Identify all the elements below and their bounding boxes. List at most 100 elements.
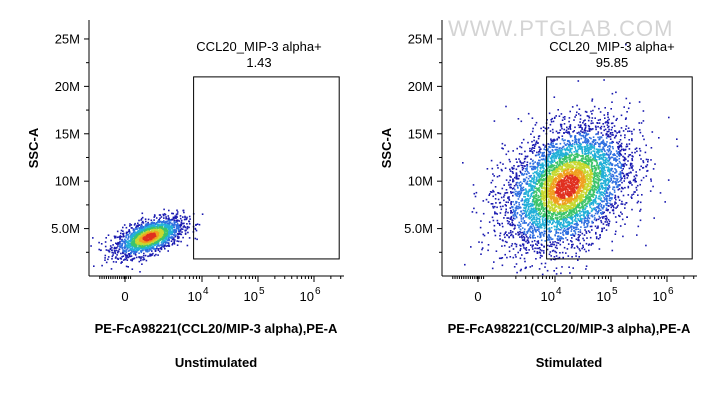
data-point [172,229,174,231]
data-point [560,154,563,157]
data-point [591,222,594,224]
data-point [548,227,551,229]
data-point [615,182,617,184]
data-point [520,184,522,186]
data-point [606,135,609,138]
data-point [499,234,501,237]
data-point [568,120,570,123]
data-point [540,239,543,242]
data-point [522,235,525,238]
data-point [555,157,557,160]
data-point [163,224,165,226]
data-point [536,180,538,182]
data-point [124,254,127,256]
data-point [182,236,184,239]
data-point [124,246,126,249]
data-point [120,252,122,255]
data-point [610,179,613,181]
data-point [624,134,626,136]
data-point [585,153,587,155]
data-point [535,219,538,222]
data-point [162,240,165,243]
data-point [579,126,582,128]
data-point [172,223,174,226]
data-point [526,231,528,233]
data-point [558,237,561,239]
data-point [530,174,532,177]
data-point [540,148,542,150]
data-point [611,167,614,170]
data-point [521,172,523,175]
data-point [542,224,544,226]
data-point [581,134,583,137]
data-point [597,188,600,191]
data-point [563,219,566,221]
data-point [587,219,589,222]
data-point [143,258,146,261]
data-point [138,252,140,254]
data-point [571,244,573,246]
data-point [620,175,622,178]
data-point [125,226,128,229]
data-point [571,153,573,156]
data-point [613,153,615,155]
data-point [611,131,614,134]
data-point [153,222,156,224]
data-point [126,233,129,236]
data-point [558,151,560,154]
data-point [613,189,616,192]
data-point [603,227,605,229]
data-point [156,238,159,240]
data-point [534,237,536,239]
data-point [598,138,600,141]
data-point [148,229,150,232]
data-point [518,221,520,224]
data-point [614,194,617,197]
data-point [136,247,139,250]
data-point [485,198,488,201]
data-point [533,178,535,181]
data-point [614,201,616,203]
data-point [525,235,528,238]
data-point [516,193,519,195]
data-point [528,185,531,187]
data-point [598,122,601,124]
data-point [538,247,541,249]
data-point [571,218,573,221]
data-point [628,172,630,174]
data-point [606,159,609,162]
data-point [155,217,158,219]
data-point [609,133,612,135]
data-point [104,241,107,243]
data-point [189,218,191,220]
data-point [481,247,484,249]
data-point [521,166,524,169]
data-point [557,242,560,244]
data-point [168,209,170,212]
data-point [130,259,132,261]
data-point [620,211,622,214]
data-point [639,168,641,171]
data-point [124,240,126,243]
data-point [574,126,576,129]
data-point [149,255,152,257]
data-point [627,160,629,162]
data-point [610,204,612,206]
data-point [599,161,601,164]
data-point [561,127,563,130]
data-point [508,198,510,200]
data-point [598,185,600,188]
data-point [551,243,554,245]
data-point [539,174,541,176]
data-point [620,134,622,137]
data-point [602,123,604,125]
data-point [533,189,535,192]
data-point [129,239,131,242]
data-point [142,220,144,223]
data-point [471,211,474,213]
data-point [580,219,582,221]
data-point [578,236,580,238]
data-point [581,247,583,250]
data-point [531,148,533,150]
data-point [571,217,574,220]
